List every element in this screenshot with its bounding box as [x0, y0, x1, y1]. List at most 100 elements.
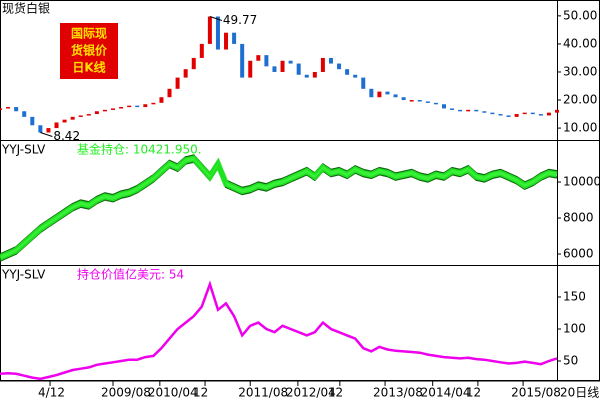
candle — [54, 122, 59, 129]
annotation-arrow — [209, 16, 223, 21]
candle — [183, 69, 188, 78]
candle — [159, 97, 164, 103]
badge-text: 货银价 — [71, 43, 108, 58]
annotation-arrow — [40, 132, 53, 137]
candle — [514, 114, 519, 117]
candle — [22, 111, 27, 117]
candle — [506, 115, 511, 117]
candle — [78, 115, 83, 117]
candle — [466, 109, 471, 112]
y-tick-label: 30.00 — [563, 64, 597, 78]
candle — [369, 88, 374, 98]
candle — [417, 100, 422, 102]
candle — [345, 69, 350, 75]
x-tick-label: 2013/08 — [373, 386, 423, 400]
candle — [272, 66, 277, 72]
candle — [401, 97, 406, 101]
candle — [175, 77, 180, 89]
panel-label: 基金持仓: 10421.950. — [77, 142, 202, 157]
candle — [328, 57, 333, 64]
candle — [248, 60, 253, 78]
candle — [102, 109, 107, 112]
y-tick-label: 20.00 — [563, 93, 597, 107]
candle — [167, 88, 172, 98]
y-tick-label: 40.00 — [563, 36, 597, 50]
candle — [546, 112, 551, 116]
series-line — [0, 280, 558, 381]
candle — [264, 55, 269, 67]
y-tick-label: 150 — [563, 289, 586, 303]
chart-title: 现货白银 — [2, 1, 50, 16]
candle — [409, 100, 414, 102]
x-tick-label: 12 — [328, 386, 343, 400]
candle — [6, 107, 11, 109]
candle — [304, 74, 309, 78]
x-tick-label: 2012/04 — [286, 386, 336, 400]
candle — [530, 112, 535, 115]
x-tick-label: 2009/08 — [101, 386, 151, 400]
badge-text: 日K线 — [72, 60, 105, 75]
candle — [490, 112, 495, 115]
x-tick-label: 4/12 — [38, 386, 65, 400]
candle — [522, 112, 527, 115]
x-tick-label: 2011/08 — [238, 386, 288, 400]
candle — [538, 114, 543, 116]
candle — [482, 111, 487, 113]
candle — [296, 63, 301, 75]
candle — [377, 91, 382, 98]
candle — [224, 32, 229, 50]
candle — [288, 60, 293, 64]
candle — [312, 71, 317, 78]
candle — [555, 109, 559, 113]
y-tick-label: 50 — [563, 353, 578, 367]
candle — [127, 105, 132, 108]
candle — [232, 32, 237, 44]
candle — [143, 104, 148, 108]
x-tick-label: 2010/04 — [148, 386, 198, 400]
candle — [385, 91, 390, 95]
y-tick-label: 50.00 — [563, 8, 597, 22]
candle — [70, 116, 75, 120]
x-tick-label: 2015/08 — [511, 386, 561, 400]
panel-name: YYJ-SLV — [1, 143, 46, 157]
candle — [361, 77, 366, 89]
y-tick-label: 6000 — [563, 247, 594, 261]
panel-label: 持仓价值亿美元: 54 — [77, 267, 184, 282]
badge-text: 国际现 — [71, 27, 107, 41]
candle — [94, 111, 99, 115]
candle — [46, 128, 51, 133]
candle — [433, 102, 438, 105]
badge-box — [60, 23, 118, 79]
candle — [450, 108, 455, 110]
candle — [30, 116, 35, 126]
candle — [199, 43, 204, 58]
y-tick-label: 8000 — [563, 211, 594, 225]
candle — [38, 125, 43, 133]
candle — [393, 94, 398, 98]
x-tick-label: 12 — [193, 386, 208, 400]
candle — [425, 101, 430, 103]
candle — [207, 16, 212, 44]
candle — [280, 60, 285, 72]
candle — [441, 104, 446, 109]
candle — [474, 109, 479, 112]
annotation: 49.77 — [223, 13, 257, 27]
candle — [0, 108, 2, 110]
x-tick-label: 2014/04 — [421, 386, 471, 400]
annotation: 8.42 — [53, 129, 80, 143]
y-tick-label: 10.00 — [563, 121, 597, 135]
candle — [151, 102, 156, 105]
candle — [86, 114, 91, 116]
candle — [62, 119, 67, 123]
candle — [215, 16, 220, 50]
candle — [458, 109, 463, 112]
candle — [111, 108, 116, 110]
candle — [320, 57, 325, 72]
x-tick-label: 12 — [466, 386, 481, 400]
candle — [14, 107, 19, 112]
series-line — [0, 155, 558, 261]
candle — [498, 114, 503, 116]
candle — [135, 105, 140, 108]
